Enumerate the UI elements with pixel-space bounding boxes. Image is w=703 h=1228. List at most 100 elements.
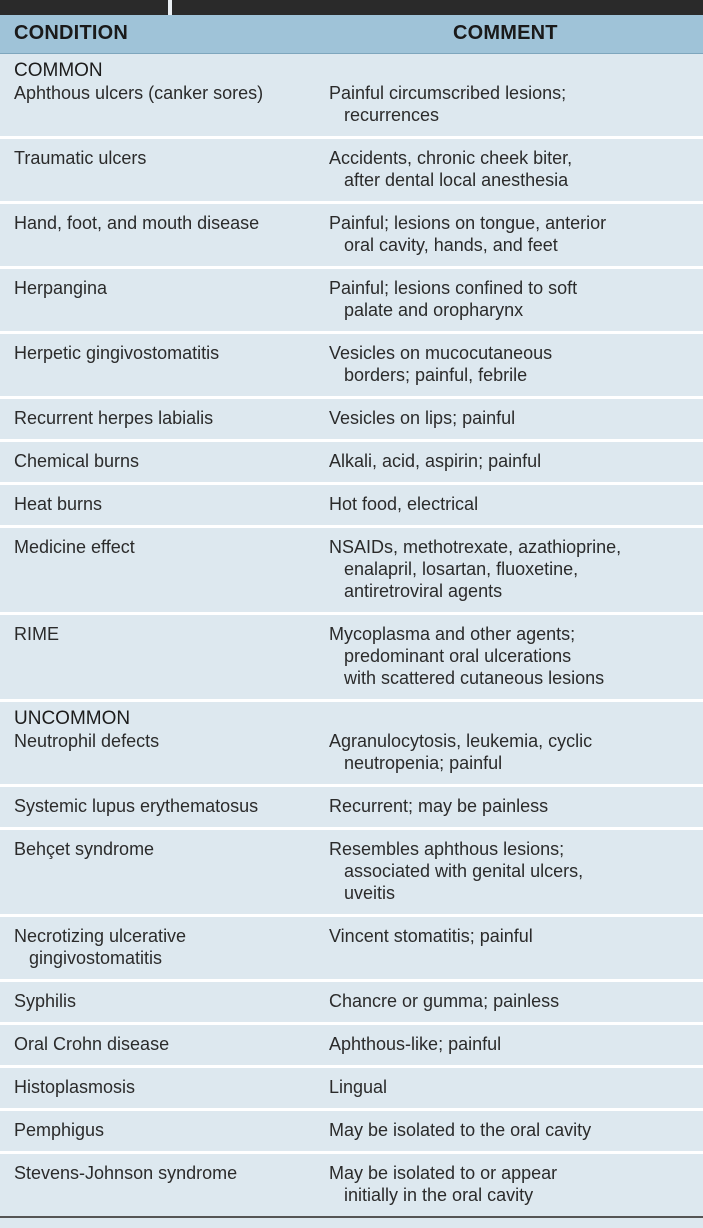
comment-text: Aphthous-like; painful (329, 1034, 502, 1054)
condition-cell: Histoplasmosis (14, 1076, 324, 1098)
condition-cell: Stevens-Johnson syndrome (14, 1162, 324, 1184)
section-heading: COMMON (14, 60, 103, 81)
comment-cell: May be isolated to or appear initially in… (329, 1162, 694, 1206)
top-bar-divider (168, 0, 172, 15)
comment-cell: Painful; lesions on tongue, anterior oral… (329, 212, 694, 256)
condition-text: Heat burns (14, 494, 103, 514)
condition-text: Traumatic ulcers (14, 148, 147, 168)
comment-cell: Painful; lesions confined to soft palate … (329, 277, 694, 321)
row-separator (0, 612, 703, 615)
condition-text: Recurrent herpes labialis (14, 408, 214, 428)
table-row: Syphilis Chancre or gumma; painless (0, 982, 703, 1022)
comment-text: Mycoplasma and other agents; (329, 624, 576, 644)
table-row: Herpetic gingivostomatitis Vesicles on mu… (0, 334, 703, 396)
comment-cell: Aphthous-like; painful (329, 1033, 694, 1055)
comment-column-header: COMMENT (453, 22, 558, 44)
condition-text: gingivostomatitis (29, 948, 163, 968)
comment-text: Alkali, acid, aspirin; painful (329, 451, 542, 471)
condition-cell: Traumatic ulcers (14, 147, 324, 169)
comment-text: initially in the oral cavity (344, 1185, 534, 1205)
comment-text: Agranulocytosis, leukemia, cyclic (329, 731, 593, 751)
table-row: Medicine effect NSAIDs, methotrexate, aza… (0, 528, 703, 612)
row-separator (0, 979, 703, 982)
table-row: Stevens-Johnson syndrome May be isolated … (0, 1154, 703, 1216)
comment-text: predominant oral ulcerations (344, 646, 572, 666)
comment-text: Vesicles on lips; painful (329, 408, 516, 428)
comment-cell: Vincent stomatitis; painful (329, 925, 694, 947)
condition-text: Medicine effect (14, 537, 135, 557)
row-separator (0, 1151, 703, 1154)
row-separator (0, 914, 703, 917)
table-row: Neutrophil defects Agranulocytosis, leuke… (0, 730, 703, 784)
comment-cell: Vesicles on mucocutaneous borders; painfu… (329, 342, 694, 386)
comment-text: NSAIDs, methotrexate, azathioprine, (329, 537, 622, 557)
comment-cell: Alkali, acid, aspirin; painful (329, 450, 694, 472)
comment-cell: Agranulocytosis, leukemia, cyclic neutrop… (329, 730, 694, 774)
condition-cell: Behçet syndrome (14, 838, 324, 860)
row-separator (0, 482, 703, 485)
comment-text: enalapril, losartan, fluoxetine, (344, 559, 579, 579)
condition-text: Syphilis (14, 991, 77, 1011)
table-header: CONDITION COMMENT (0, 15, 703, 54)
condition-cell: RIME (14, 623, 324, 645)
comment-text: recurrences (344, 105, 440, 125)
table-row: Chemical burns Alkali, acid, aspirin; pai… (0, 442, 703, 482)
condition-cell: Medicine effect (14, 536, 324, 558)
table-row: Necrotizing ulcerative gingivostomatitis V… (0, 917, 703, 979)
comment-cell: Painful circumscribed lesions; recurrence… (329, 82, 694, 126)
condition-text: Herpangina (14, 278, 108, 298)
row-separator (0, 136, 703, 139)
condition-cell: Syphilis (14, 990, 324, 1012)
condition-text: Stevens-Johnson syndrome (14, 1163, 238, 1183)
comment-cell: Resembles aphthous lesions; associated wi… (329, 838, 694, 904)
comment-text: uveitis (344, 883, 396, 903)
condition-cell: Hand, foot, and mouth disease (14, 212, 324, 234)
comment-text: neutropenia; painful (344, 753, 503, 773)
condition-cell: Aphthous ulcers (canker sores) (14, 82, 324, 104)
comment-text: Lingual (329, 1077, 388, 1097)
row-separator (0, 266, 703, 269)
comment-cell: Lingual (329, 1076, 694, 1098)
comment-text: borders; painful, febrile (344, 365, 528, 385)
comment-cell: Accidents, chronic cheek biter, after den… (329, 147, 694, 191)
row-separator (0, 201, 703, 204)
section-heading: UNCOMMON (14, 708, 131, 729)
comment-text: with scattered cutaneous lesions (344, 668, 605, 688)
condition-cell: Systemic lupus erythematosus (14, 795, 324, 817)
condition-text: Herpetic gingivostomatitis (14, 343, 220, 363)
table-row: Oral Crohn disease Aphthous-like; painful (0, 1025, 703, 1065)
condition-cell: Heat burns (14, 493, 324, 515)
condition-cell: Herpetic gingivostomatitis (14, 342, 324, 364)
condition-text: Histoplasmosis (14, 1077, 136, 1097)
comment-text: Painful; lesions confined to soft (329, 278, 578, 298)
comment-text: palate and oropharynx (344, 300, 524, 320)
table-bottom-rule (0, 1216, 703, 1218)
row-separator (0, 1108, 703, 1111)
condition-cell: Neutrophil defects (14, 730, 324, 752)
row-separator (0, 699, 703, 702)
condition-cell: Recurrent herpes labialis (14, 407, 324, 429)
comment-text: Painful; lesions on tongue, anterior (329, 213, 607, 233)
comment-cell: NSAIDs, methotrexate, azathioprine, enala… (329, 536, 694, 602)
table-row: RIME Mycoplasma and other agents; predomin… (0, 615, 703, 699)
condition-text: RIME (14, 624, 59, 644)
table-row: Heat burns Hot food, electrical (0, 485, 703, 525)
comment-text: associated with genital ulcers, (344, 861, 584, 881)
row-separator (0, 439, 703, 442)
comment-text: Hot food, electrical (329, 494, 479, 514)
comment-text: Chancre or gumma; painless (329, 991, 560, 1011)
comment-cell: Mycoplasma and other agents; predominant … (329, 623, 694, 689)
condition-cell: Necrotizing ulcerative gingivostomatitis (14, 925, 324, 969)
comment-text: Vincent stomatitis; painful (329, 926, 533, 946)
row-separator (0, 525, 703, 528)
condition-cell: Pemphigus (14, 1119, 324, 1141)
comment-text: after dental local anesthesia (344, 170, 569, 190)
comment-cell: Chancre or gumma; painless (329, 990, 694, 1012)
table-row: Systemic lupus erythematosus Recurrent; m… (0, 787, 703, 827)
table-row: Hand, foot, and mouth disease Painful; le… (0, 204, 703, 266)
comment-text: Accidents, chronic cheek biter, (329, 148, 573, 168)
table-row: Traumatic ulcers Accidents, chronic cheek… (0, 139, 703, 201)
row-separator (0, 1022, 703, 1025)
table-row: Pemphigus May be isolated to the oral cav… (0, 1111, 703, 1151)
row-separator (0, 784, 703, 787)
